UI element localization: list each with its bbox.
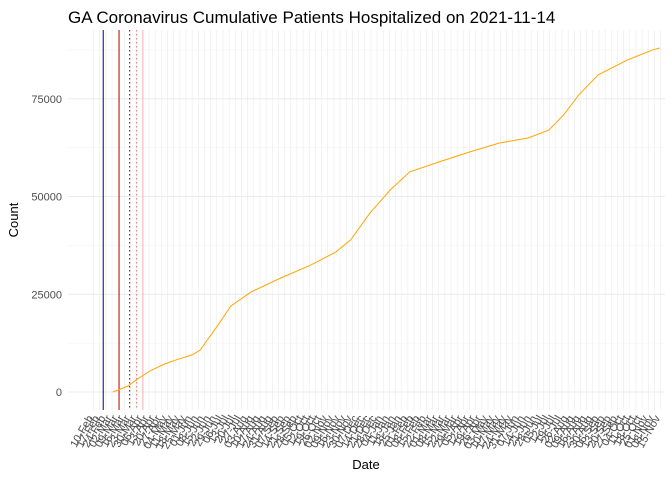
y-tick-label: 75000 [31,94,62,106]
data-line [112,47,660,393]
y-axis-title: Count [6,202,21,237]
x-axis-title: Date [352,457,379,472]
y-tick-label: 50000 [31,192,62,204]
y-tick-label: 25000 [31,289,62,301]
chart-title: GA Coronavirus Cumulative Patients Hospi… [68,8,555,27]
y-tick-label: 0 [56,387,62,399]
